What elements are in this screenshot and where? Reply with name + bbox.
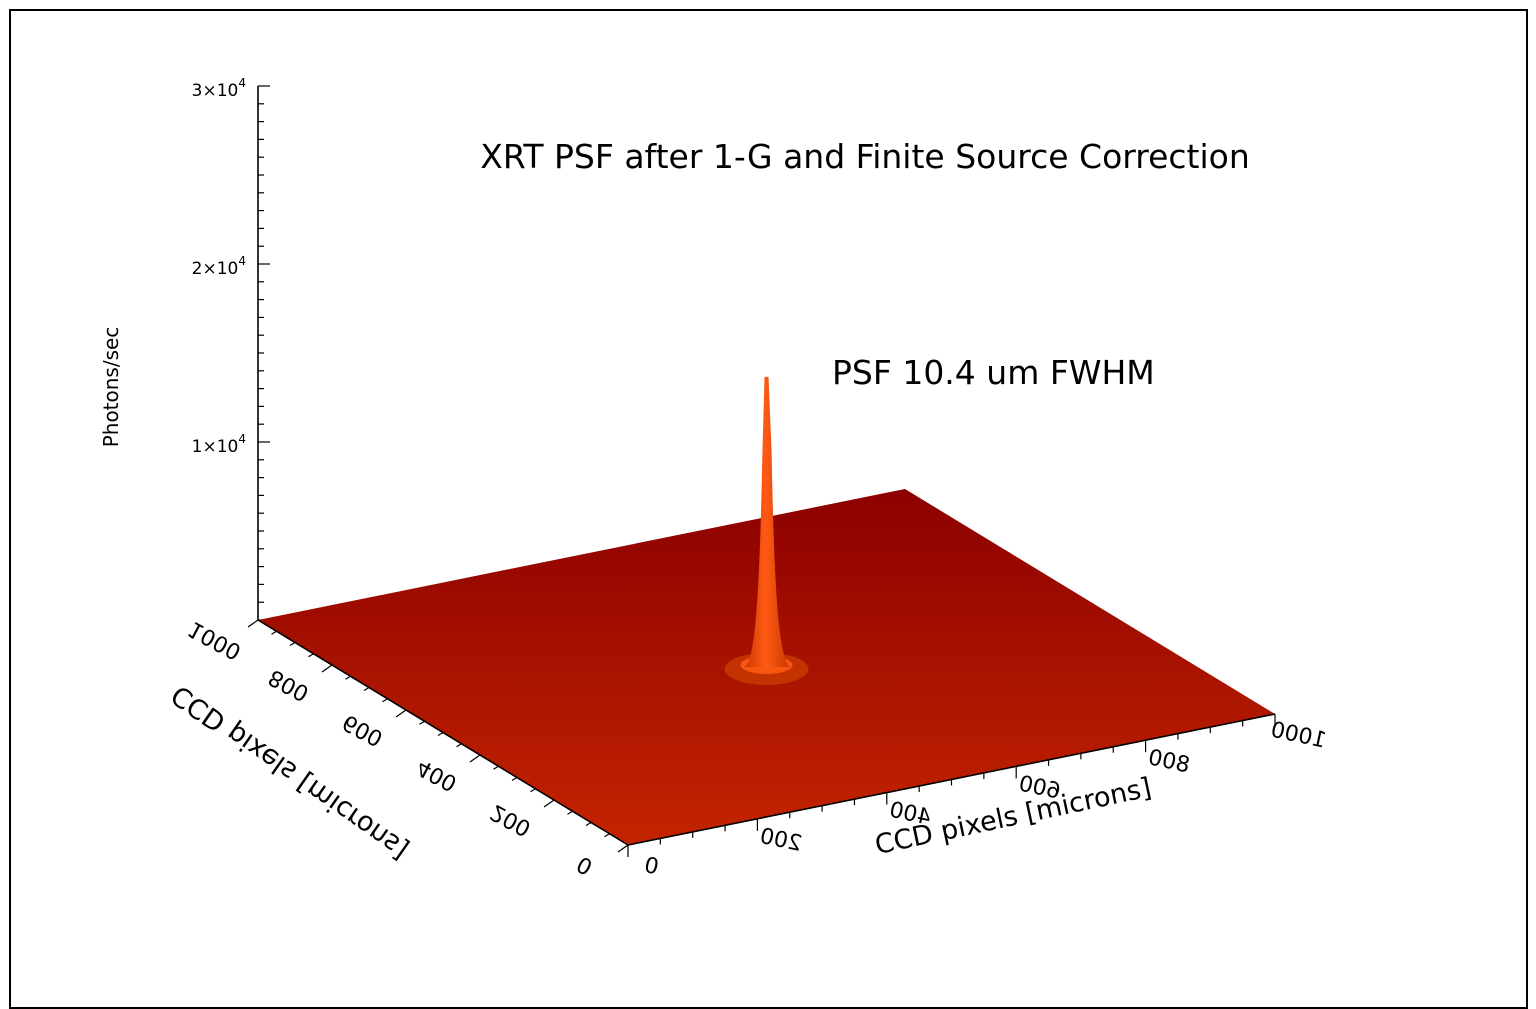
y-axis-line: [257, 619, 629, 846]
x-tick-label: 800: [1146, 745, 1192, 778]
y-tick: [543, 799, 555, 808]
y-tick-label: 600: [339, 709, 388, 751]
y-tick: [345, 675, 351, 680]
x-tick-label: 1000: [1268, 718, 1328, 754]
surface-plane: [258, 376, 1275, 845]
y-tick-label: 200: [487, 799, 536, 841]
y-tick-label: 0: [573, 850, 597, 879]
x-tick-label: 200: [758, 824, 804, 857]
y-tick: [617, 844, 629, 853]
psf-annotation: PSF 10.4 um FWHM: [832, 353, 1155, 392]
y-tick: [321, 664, 333, 673]
psf-peak: [744, 376, 791, 667]
y-tick: [308, 653, 314, 658]
y-tick: [419, 720, 425, 725]
z-axis-label: Photons/sec: [99, 327, 123, 448]
y-tick: [363, 686, 370, 692]
y-tick: [511, 776, 518, 782]
y-tick: [567, 810, 573, 815]
z-tick-label: 1×104: [192, 432, 246, 457]
y-tick: [395, 709, 407, 718]
y-tick: [456, 743, 462, 748]
y-tick: [493, 765, 499, 770]
y-tick-label: 1000: [184, 616, 245, 664]
y-tick: [585, 821, 592, 827]
chart-title: XRT PSF after 1-G and Finite Source Corr…: [480, 137, 1250, 176]
y-tick-label: 400: [413, 754, 462, 796]
y-axis-label: CCD pixels [microns]: [166, 679, 414, 866]
y-tick: [247, 619, 259, 628]
y-tick: [437, 731, 444, 737]
z-tick-label: 2×104: [192, 254, 246, 279]
x-tick-label: 0: [642, 853, 661, 880]
z-axis: 1×104 2×104 3×104: [192, 76, 270, 621]
y-tick: [530, 788, 536, 793]
x-axis-line: [627, 713, 1276, 846]
y-tick: [469, 754, 481, 763]
y-tick: [604, 833, 610, 838]
y-tick: [382, 698, 388, 703]
z-tick-label: 3×104: [192, 76, 246, 101]
y-tick-label: 800: [265, 664, 314, 706]
y-tick: [289, 641, 296, 647]
y-tick: [271, 630, 277, 635]
